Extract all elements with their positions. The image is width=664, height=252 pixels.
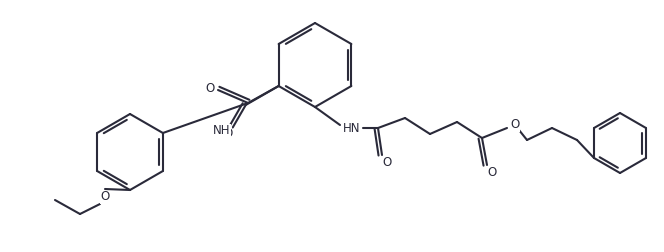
Text: O: O bbox=[487, 166, 497, 178]
Text: O: O bbox=[511, 118, 520, 132]
Text: NH: NH bbox=[213, 123, 231, 137]
Text: O: O bbox=[223, 127, 232, 140]
Text: O: O bbox=[205, 82, 214, 96]
Text: O: O bbox=[100, 191, 110, 204]
Text: O: O bbox=[382, 155, 392, 169]
Text: HN: HN bbox=[343, 121, 361, 135]
